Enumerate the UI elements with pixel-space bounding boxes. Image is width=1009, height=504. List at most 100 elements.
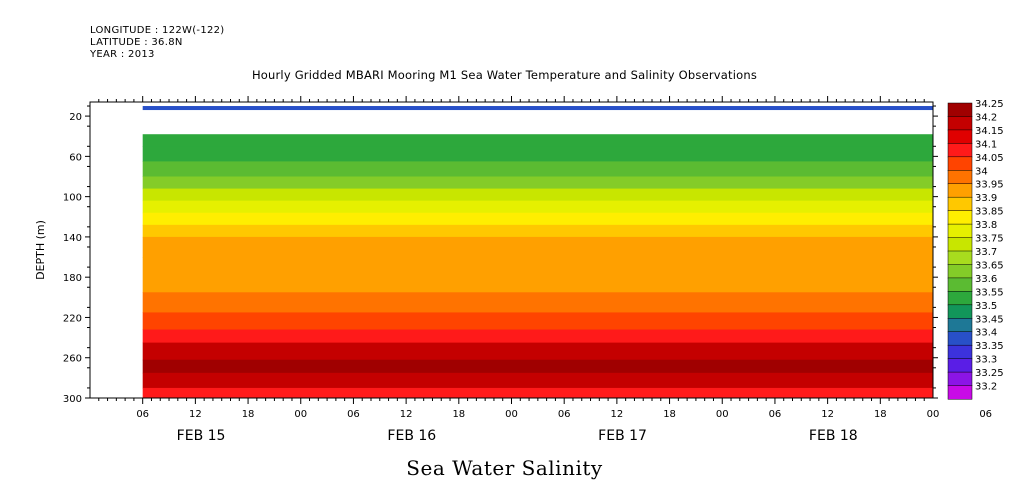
- colorbar-label: 33.25: [975, 368, 1004, 379]
- x-tick-label: 00: [505, 409, 518, 420]
- x-axis-label: Sea Water Salinity: [406, 456, 603, 480]
- y-tick-label: 300: [63, 394, 82, 405]
- colorbar-label: 34.25: [975, 99, 1004, 110]
- colorbar-swatch: [947, 102, 973, 118]
- colorbar-swatch: [947, 156, 973, 171]
- colorbar-swatch: [947, 223, 973, 239]
- y-tick-label: 180: [63, 273, 82, 284]
- salinity-band: [142, 387, 933, 399]
- x-tick-label: 06: [136, 409, 149, 420]
- colorbar-label: 33.8: [975, 220, 997, 231]
- y-tick-label: 60: [69, 152, 82, 163]
- x-day-label: FEB 18: [809, 428, 858, 444]
- y-tick-label: 20: [69, 112, 82, 123]
- y-axis-label: DEPTH (m): [34, 220, 47, 280]
- colorbar-swatch: [947, 129, 973, 144]
- colorbar-label: 33.9: [975, 193, 997, 204]
- salinity-band: [142, 359, 933, 374]
- colorbar-label: 34.2: [975, 112, 997, 123]
- colorbar-swatch: [947, 331, 973, 346]
- colorbar-swatch: [947, 264, 973, 279]
- year-label: YEAR : 2013: [90, 49, 155, 60]
- longitude-label: LONGITUDE : 122W(-122): [90, 25, 225, 36]
- colorbar-label: 33.65: [975, 260, 1004, 271]
- colorbar-label: 33.2: [975, 382, 997, 393]
- colorbar-label: 34: [975, 166, 988, 177]
- colorbar-swatch: [947, 358, 973, 373]
- y-tick-label: 140: [63, 233, 82, 244]
- y-tick-label: 260: [63, 354, 82, 365]
- x-tick-label: 00: [716, 409, 729, 420]
- colorbar-swatch: [947, 304, 973, 319]
- x-tick-label: 12: [189, 409, 202, 420]
- salinity-band: [142, 161, 933, 178]
- colorbar-swatch: [947, 385, 973, 400]
- salinity-band: [142, 329, 933, 344]
- colorbar-label: 33.35: [975, 341, 1004, 352]
- x-tick-label: 06: [558, 409, 571, 420]
- colorbar-label: 34.1: [975, 139, 997, 150]
- salinity-band: [142, 212, 933, 226]
- x-tick-label: 18: [242, 409, 255, 420]
- salinity-band: [142, 224, 933, 238]
- x-tick-label: 00: [294, 409, 307, 420]
- colorbar-label: 33.55: [975, 287, 1004, 298]
- colorbar-label: 33.6: [975, 274, 997, 285]
- x-tick-label: 06: [347, 409, 360, 420]
- salinity-band: [142, 146, 933, 162]
- x-tick-label: 18: [663, 409, 676, 420]
- salinity-band: [142, 312, 933, 331]
- colorbar-swatch: [947, 116, 973, 131]
- salinity-band: [142, 176, 933, 190]
- salinity-band: [142, 292, 933, 313]
- x-tick-label: 00: [927, 409, 940, 420]
- salinity-band: [142, 236, 933, 258]
- x-day-label: FEB 15: [177, 428, 226, 444]
- colorbar-label: 33.45: [975, 314, 1004, 325]
- colorbar-swatch: [947, 183, 973, 198]
- salinity-band: [142, 134, 933, 147]
- colorbar-label: 33.95: [975, 180, 1004, 191]
- x-tick-label: 18: [452, 409, 465, 420]
- salinity-field: [142, 106, 933, 399]
- x-tick-label: 06: [769, 409, 782, 420]
- x-day-label: FEB 17: [598, 428, 647, 444]
- x-tick-label: 18: [874, 409, 887, 420]
- colorbar-swatch: [947, 277, 973, 292]
- x-tick-label: 12: [400, 409, 413, 420]
- colorbar-swatch: [947, 237, 973, 252]
- colorbar-swatch: [947, 250, 973, 266]
- colorbar-swatch: [947, 210, 973, 225]
- colorbar: 34.25 34.2 34.15 34.1 34.05 34 33.95 33.9 33.85 3…: [947, 99, 1004, 400]
- salinity-band: [142, 188, 933, 202]
- x-axis: 0612180006121800061218000612180006121800…: [98, 96, 992, 444]
- colorbar-label: 33.3: [975, 355, 997, 366]
- colorbar-swatch: [947, 143, 973, 158]
- colorbar-swatch: [947, 371, 973, 387]
- salinity-band: [142, 342, 933, 361]
- y-tick-label: 100: [63, 193, 82, 204]
- x-day-label: FEB 16: [387, 428, 436, 444]
- colorbar-swatch: [947, 344, 973, 360]
- salinity-band: [142, 372, 933, 389]
- salinity-band: [142, 200, 933, 214]
- surface-band: [142, 106, 933, 111]
- x-tick-label: 06: [979, 409, 992, 420]
- x-tick-label: 12: [821, 409, 834, 420]
- colorbar-label: 33.75: [975, 234, 1004, 245]
- colorbar-swatch: [947, 291, 973, 306]
- colorbar-label: 33.7: [975, 247, 997, 258]
- x-tick-label: 12: [611, 409, 624, 420]
- colorbar-label: 33.85: [975, 207, 1004, 218]
- colorbar-swatch: [947, 170, 973, 185]
- colorbar-swatch: [947, 196, 973, 212]
- y-axis: 20 60 100 140 180 220 260 300: [63, 105, 938, 405]
- salinity-band: [142, 257, 933, 293]
- colorbar-swatch: [947, 318, 973, 333]
- y-tick-label: 220: [63, 313, 82, 324]
- colorbar-label: 33.5: [975, 301, 997, 312]
- latitude-label: LATITUDE : 36.8N: [90, 37, 183, 48]
- chart-title: Hourly Gridded MBARI Mooring M1 Sea Wate…: [251, 68, 758, 82]
- colorbar-label: 33.4: [975, 328, 997, 339]
